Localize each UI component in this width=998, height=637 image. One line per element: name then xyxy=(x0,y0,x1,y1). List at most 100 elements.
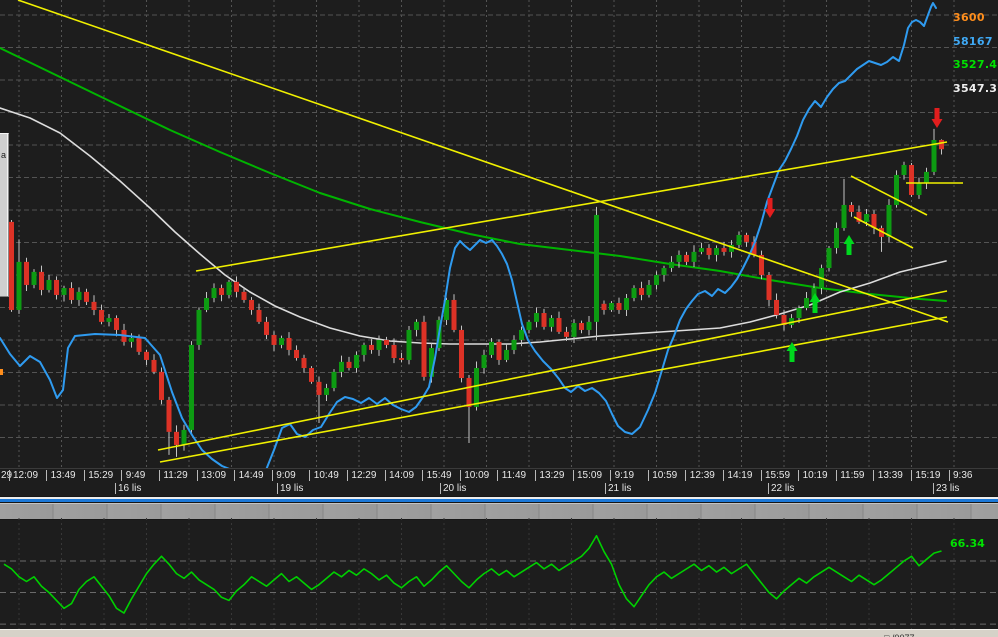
candle-down xyxy=(287,338,292,350)
candle-up xyxy=(32,272,37,285)
date-tick xyxy=(768,483,769,494)
oscillator-last-value: 66.34 xyxy=(950,537,985,550)
candle-down xyxy=(707,248,712,255)
candle-up xyxy=(737,235,742,245)
candle-down xyxy=(542,313,547,327)
time-tick xyxy=(497,470,498,481)
time-tick xyxy=(685,470,686,481)
date-label: 21 lis xyxy=(608,483,631,494)
docked-panel-fragment[interactable]: a xyxy=(0,133,9,297)
time-tick xyxy=(385,470,386,481)
candle-up xyxy=(549,318,554,327)
trendline-channel-lower-2[interactable] xyxy=(160,317,947,462)
candle-up xyxy=(197,310,202,345)
candle-up xyxy=(62,288,67,295)
candle-up xyxy=(609,303,614,310)
candle-up xyxy=(654,275,659,285)
time-label: 13:29 xyxy=(539,470,564,481)
candle-down xyxy=(144,352,149,360)
time-label: 12:09 xyxy=(13,470,38,481)
time-tick xyxy=(911,470,912,481)
time-tick xyxy=(46,470,47,481)
time-axis[interactable]: 2912:0913:4915:299:4911:2913:0914:499:09… xyxy=(0,468,998,483)
candle-down xyxy=(39,272,44,290)
candle-down xyxy=(69,288,74,300)
candle-up xyxy=(647,285,652,295)
time-tick xyxy=(9,470,10,481)
candle-down xyxy=(92,302,97,310)
window-splitter[interactable] xyxy=(0,496,998,518)
candle-up xyxy=(827,248,832,268)
oscillator-grid xyxy=(0,518,998,630)
candle-up xyxy=(902,165,907,175)
oscillator-panel[interactable] xyxy=(0,518,998,630)
candle-up xyxy=(17,262,22,310)
candle-up xyxy=(47,280,52,290)
time-label: 13:49 xyxy=(51,470,76,481)
time-label: 10:19 xyxy=(803,470,828,481)
candle-down xyxy=(639,288,644,295)
status-strip: □ /0077 xyxy=(0,629,998,637)
time-label: 10:09 xyxy=(464,470,489,481)
candle-down xyxy=(939,140,944,149)
candle-down xyxy=(159,372,164,400)
candle-down xyxy=(602,304,607,310)
candle-up xyxy=(189,345,194,430)
candle-up xyxy=(834,228,839,248)
time-tick xyxy=(535,470,536,481)
candle-up xyxy=(204,298,209,310)
trendline-channel-lower-1[interactable] xyxy=(158,291,947,450)
candle-up xyxy=(279,338,284,345)
candle-up xyxy=(414,322,419,330)
candle-up xyxy=(107,318,112,322)
time-label: 15:09 xyxy=(577,470,602,481)
candle-down xyxy=(302,358,307,368)
time-label: 14:09 xyxy=(389,470,414,481)
date-label: 23 lis xyxy=(936,483,959,494)
time-label: 12:39 xyxy=(690,470,715,481)
candle-down xyxy=(722,248,727,252)
candle-down xyxy=(774,300,779,315)
buy-arrow-icon xyxy=(844,235,855,255)
candle-down xyxy=(744,235,749,242)
candles-layer xyxy=(9,129,944,457)
white-ema-line xyxy=(0,108,946,344)
trendline-descending-resistance[interactable] xyxy=(18,0,948,322)
candle-down xyxy=(234,282,239,292)
candle-down xyxy=(399,358,404,360)
time-tick xyxy=(949,470,950,481)
main-price-chart[interactable] xyxy=(0,0,998,468)
date-axis[interactable]: 16 lis19 lis20 lis21 lis22 lis23 lis xyxy=(0,482,998,496)
candle-down xyxy=(99,310,104,322)
candle-up xyxy=(474,368,479,407)
trading-chart-window: 3600581673527.493547.37 a 2912:0913:4915… xyxy=(0,0,998,637)
candle-down xyxy=(294,350,299,358)
date-label: 16 lis xyxy=(118,483,141,494)
candle-up xyxy=(594,215,599,322)
candle-down xyxy=(167,400,172,432)
candle-up xyxy=(362,345,367,355)
candle-down xyxy=(557,318,562,332)
time-tick xyxy=(648,470,649,481)
green-ema-line xyxy=(0,48,946,301)
candle-up xyxy=(227,282,232,295)
candle-up xyxy=(587,322,592,330)
candle-down xyxy=(459,330,464,378)
time-label: 14:49 xyxy=(239,470,264,481)
trendline-flag-lower[interactable] xyxy=(854,217,913,248)
candle-down xyxy=(392,345,397,358)
status-strip-text: □ /0077 xyxy=(884,633,914,637)
candle-down xyxy=(137,338,142,352)
candle-down xyxy=(264,322,269,335)
time-label: 9:36 xyxy=(953,470,972,481)
candle-up xyxy=(504,350,509,360)
candle-up xyxy=(842,205,847,228)
candle-down xyxy=(422,322,427,377)
date-tick xyxy=(440,483,441,494)
time-label: 10:49 xyxy=(314,470,339,481)
candle-up xyxy=(129,338,134,342)
candle-down xyxy=(242,292,247,300)
candle-down xyxy=(272,335,277,345)
date-label: 19 lis xyxy=(280,483,303,494)
time-tick xyxy=(610,470,611,481)
